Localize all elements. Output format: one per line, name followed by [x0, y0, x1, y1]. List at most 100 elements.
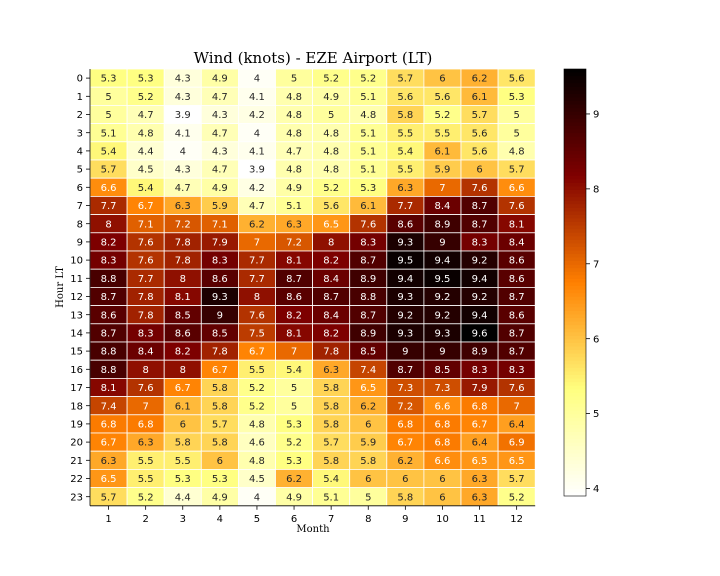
cell-value-label: 6.1	[360, 201, 376, 212]
cell-value-label: 6	[439, 74, 445, 85]
colorbar-segment	[564, 332, 586, 337]
colorbar-segment	[564, 214, 586, 220]
cell-value-label: 7.1	[212, 219, 228, 230]
cell-value-label: 5.5	[434, 128, 450, 139]
cell-value-label: 6.6	[509, 183, 525, 194]
cell-value-label: 7.7	[249, 274, 265, 285]
cell-value-label: 6.9	[509, 438, 525, 449]
y-tick-label: 22	[70, 474, 83, 485]
cell-value-label: 6.8	[434, 420, 450, 431]
cell-value-label: 9.2	[472, 292, 488, 303]
colorbar-segment	[564, 350, 586, 355]
cell-value-label: 4.3	[175, 165, 191, 176]
cell-value-label: 4.3	[212, 147, 228, 158]
cell-value-label: 7.7	[101, 201, 117, 212]
cell-value-label: 7.6	[509, 201, 525, 212]
cell-value-label: 5.1	[360, 92, 376, 103]
cell-value-label: 6	[402, 474, 408, 485]
cell-value-label: 5.5	[138, 456, 154, 467]
cell-value-label: 5.2	[138, 92, 154, 103]
cell-value-label: 5.8	[212, 383, 228, 394]
cell-value-label: 9.5	[397, 256, 413, 267]
y-tick-label: 14	[70, 329, 83, 340]
cell-value-label: 8.3	[509, 365, 525, 376]
colorbar-segment	[564, 229, 586, 234]
cell-value-label: 7.4	[101, 401, 117, 412]
cell-value-label: 8.6	[509, 310, 525, 321]
cell-value-label: 8.7	[472, 219, 488, 230]
x-tick-label: 11	[473, 514, 486, 525]
y-tick-label: 8	[77, 219, 83, 230]
cell-value-label: 4.8	[286, 92, 302, 103]
cell-value-label: 5.7	[397, 74, 413, 85]
colorbar-segment	[564, 410, 586, 415]
cell-value-label: 4.9	[212, 183, 228, 194]
cell-value-label: 5.9	[360, 438, 376, 449]
cell-value-label: 5.5	[397, 165, 413, 176]
cell-value-label: 7	[254, 238, 260, 249]
cell-value-label: 4.7	[138, 110, 154, 121]
cell-value-label: 4.5	[249, 474, 265, 485]
cell-value-label: 8.1	[286, 256, 302, 267]
colorbar-tick-label: 7	[593, 259, 599, 270]
cell-value-label: 9.3	[397, 238, 413, 249]
cell-value-label: 5.2	[138, 492, 154, 503]
colorbar-segment	[564, 375, 586, 380]
cell-value-label: 4.8	[360, 110, 376, 121]
x-axis: 1 2 3 4 5 6 7 8 9 10 11 12	[90, 505, 536, 525]
cell-value-label: 5.8	[212, 438, 228, 449]
cell-value-label: 5.6	[472, 147, 488, 158]
cell-value-label: 7.6	[360, 219, 376, 230]
cell-value-label: 5.3	[286, 456, 302, 467]
cell-value-label: 9.3	[434, 329, 450, 340]
cell-value-label: 5.5	[138, 474, 154, 485]
cell-value-label: 8.6	[509, 256, 525, 267]
cell-value-label: 4.1	[249, 147, 265, 158]
colorbar-segment	[564, 310, 586, 316]
cell-value-label: 5.3	[286, 420, 302, 431]
cell-value-label: 5.4	[138, 183, 154, 194]
cell-value-label: 6.8	[434, 438, 450, 449]
cell-value-label: 9.2	[434, 292, 450, 303]
cell-value-label: 5.6	[472, 128, 488, 139]
colorbar-segment	[564, 353, 586, 358]
cell-value-label: 4.3	[175, 74, 191, 85]
cell-value-label: 5.7	[212, 420, 228, 431]
cell-value-label: 7.7	[138, 274, 154, 285]
colorbar-segment	[564, 140, 586, 145]
cell-value-label: 6.6	[101, 183, 117, 194]
y-axis-label: Hour LT	[55, 266, 66, 308]
cell-value-label: 8.2	[323, 256, 339, 267]
colorbar-segment	[564, 179, 586, 184]
y-tick-label: 7	[77, 201, 83, 212]
colorbar-frame	[563, 68, 587, 497]
colorbar-segment	[564, 118, 586, 123]
chart-title: Wind (knots) - EZE Airport (LT)	[194, 49, 433, 67]
cell-value-label: 5.1	[360, 128, 376, 139]
cell-value-label: 5.1	[360, 165, 376, 176]
colorbar-segment	[564, 232, 586, 237]
cell-value-label: 5.7	[509, 165, 525, 176]
cell-value-label: 5.3	[212, 474, 228, 485]
colorbar-segment	[564, 93, 586, 99]
colorbar-segment	[564, 271, 586, 276]
cell-value-label: 8.7	[509, 329, 525, 340]
colorbar-segment	[564, 339, 586, 344]
cell-value-label: 7.3	[397, 383, 413, 394]
colorbar-segment	[564, 108, 586, 113]
cell-value-label: 8.8	[101, 365, 117, 376]
cell-value-label: 5	[105, 92, 111, 103]
cell-value-label: 7.6	[249, 310, 265, 321]
colorbar-segment	[564, 261, 586, 266]
colorbar-segment	[564, 125, 586, 131]
colorbar-segment	[564, 157, 586, 163]
cell-value-label: 6.3	[175, 201, 191, 212]
cell-value-label: 8	[180, 365, 186, 376]
cell-value-label: 5.9	[434, 165, 450, 176]
cell-value-label: 5.1	[101, 128, 117, 139]
colorbar-segment	[564, 481, 586, 486]
cell-value-label: 5.3	[138, 74, 154, 85]
heatmap-cell-labels: 5.3 5.3 4.3 4.9 4 5 5.2 5.2 5.7 6 6.2 5.6 5 5.2 4.3 4.7…	[101, 74, 525, 504]
x-tick-label: 2	[142, 514, 148, 525]
